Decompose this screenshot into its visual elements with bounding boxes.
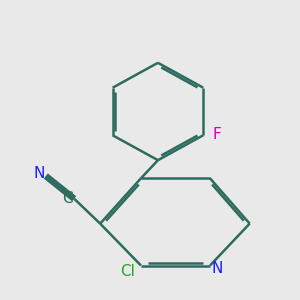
Text: Cl: Cl [120, 264, 135, 279]
Text: N: N [211, 261, 223, 276]
Text: N: N [33, 166, 45, 181]
Text: C: C [62, 191, 73, 206]
Text: F: F [212, 127, 221, 142]
